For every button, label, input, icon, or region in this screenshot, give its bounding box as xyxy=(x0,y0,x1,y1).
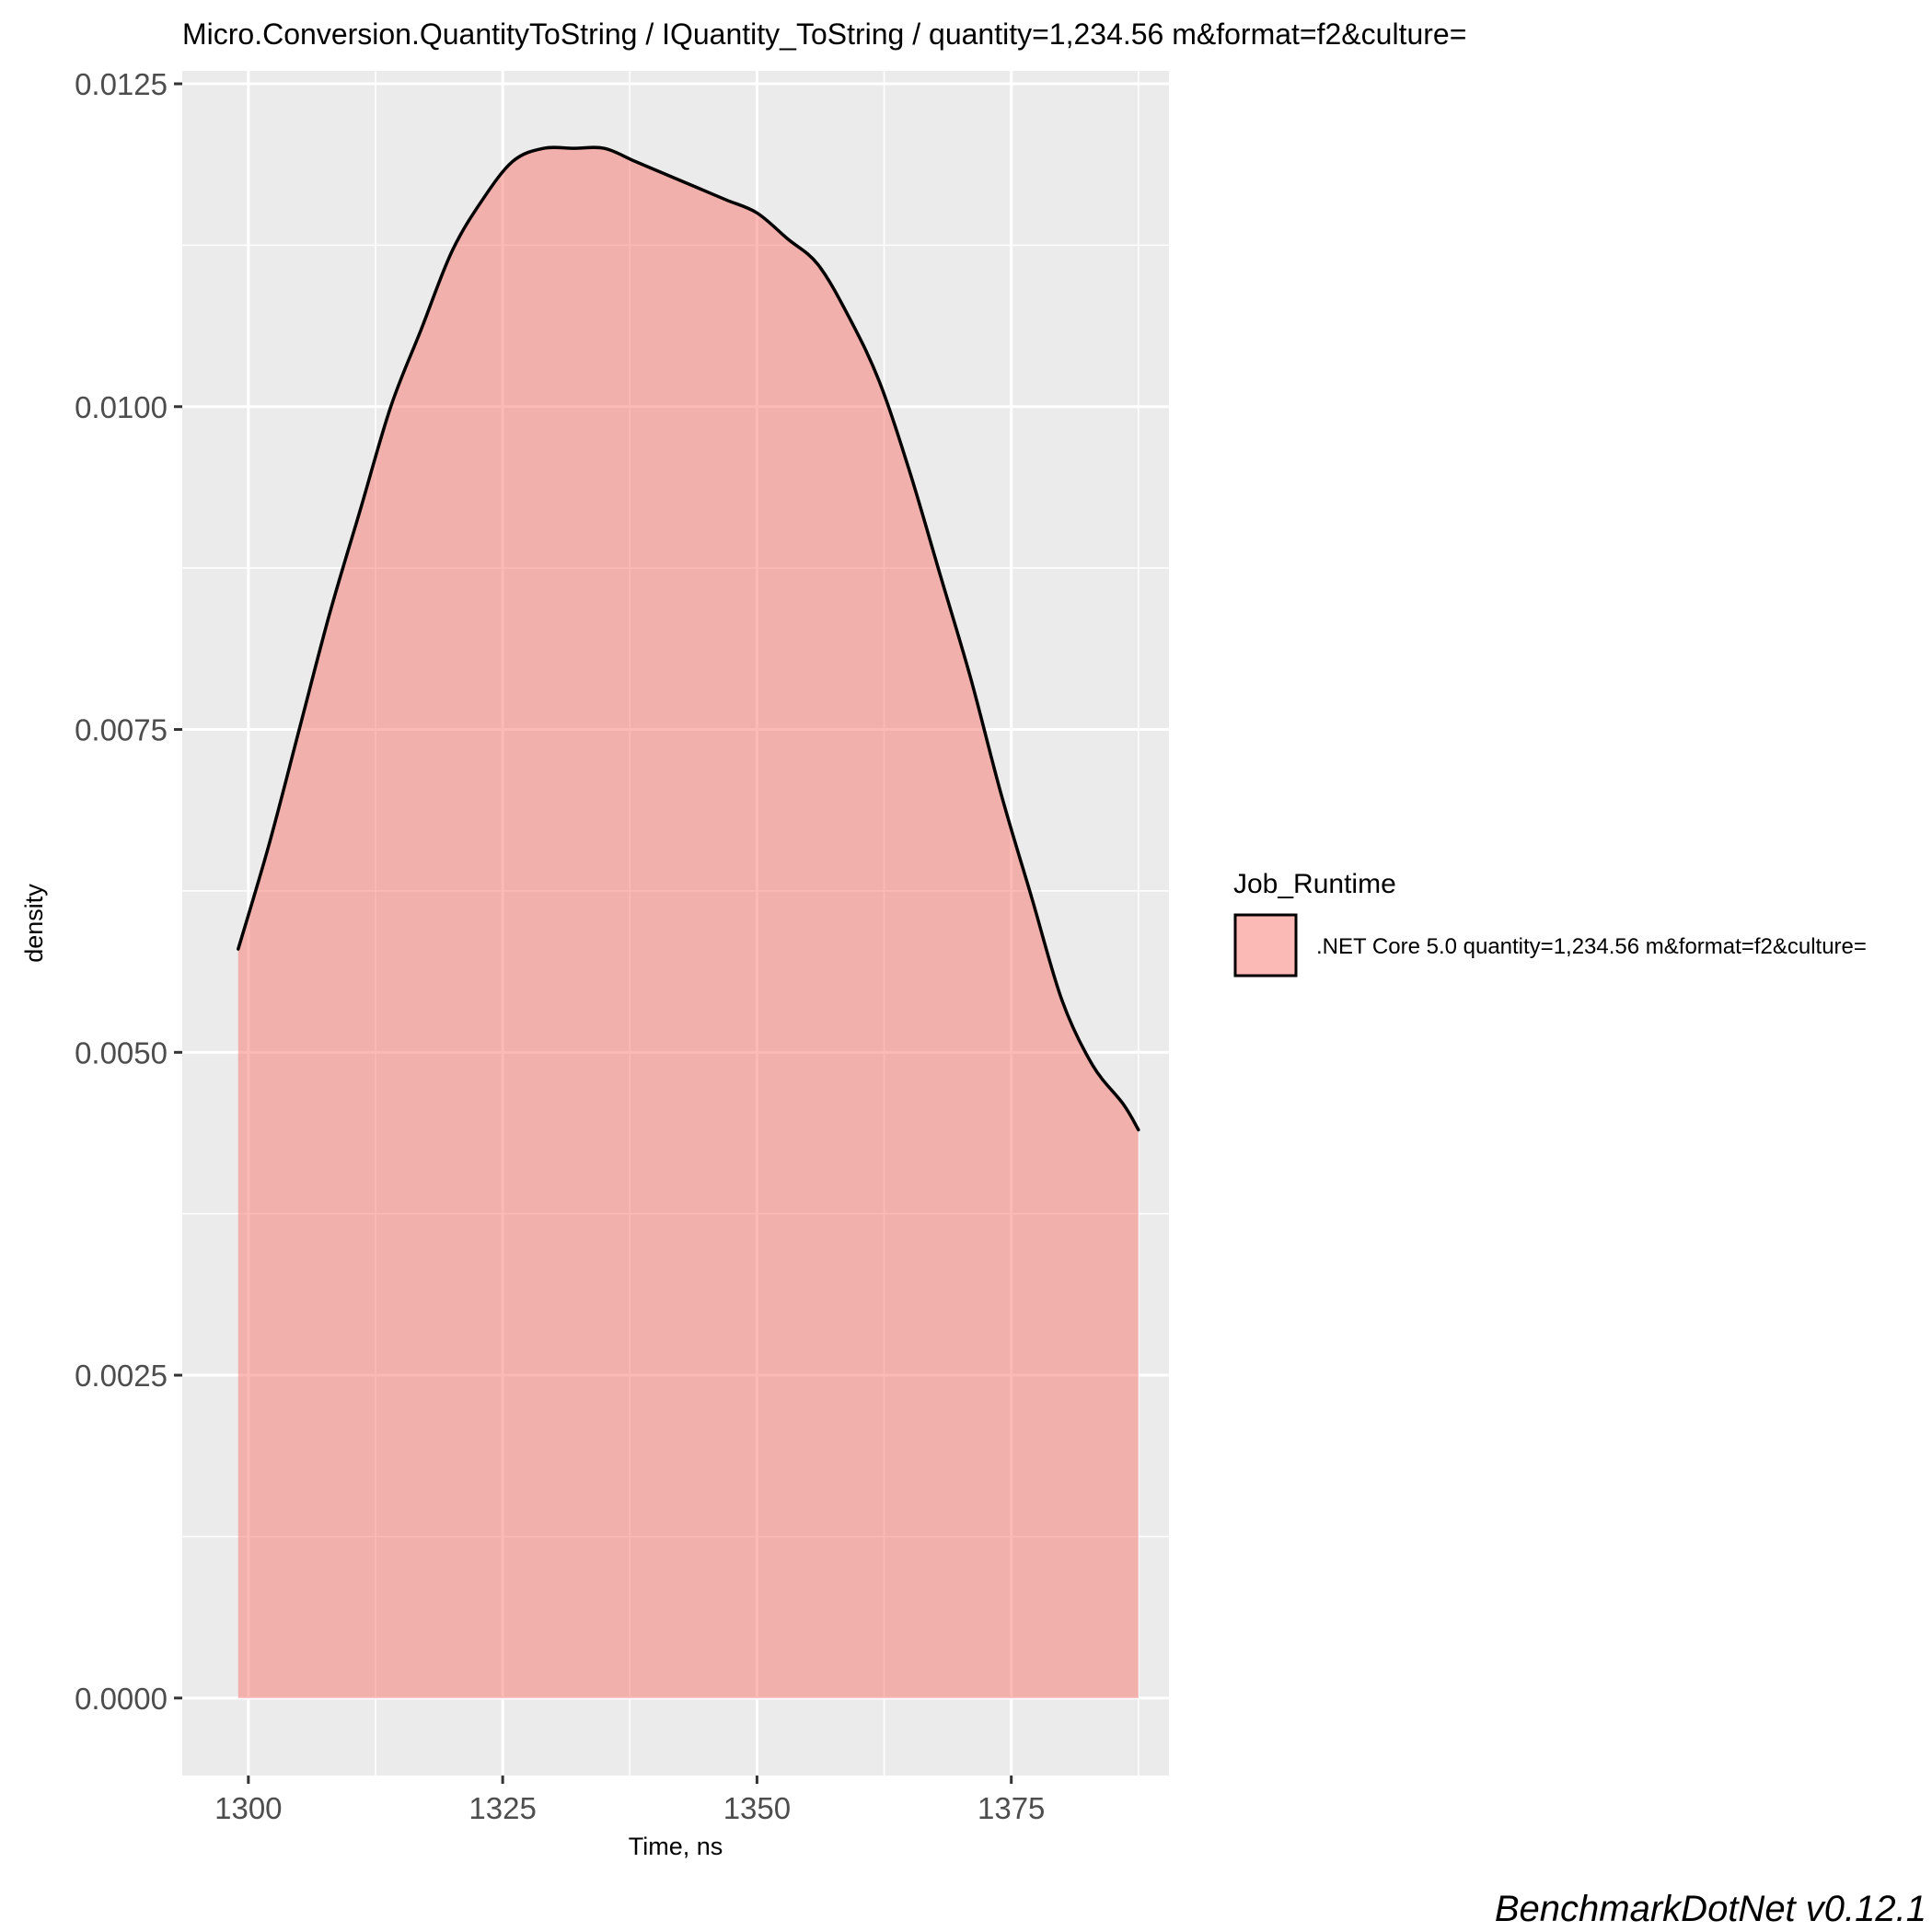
x-tick-label: 1375 xyxy=(978,1791,1045,1825)
legend-key-swatch xyxy=(1233,913,1298,978)
y-axis-title: density xyxy=(20,884,48,963)
x-tick-label: 1300 xyxy=(214,1791,282,1825)
legend-entry-label: .NET Core 5.0 quantity=1,234.56 m&format… xyxy=(1316,934,1867,959)
y-tick-label: 0.0050 xyxy=(75,1035,168,1070)
x-tick-label: 1350 xyxy=(723,1791,791,1825)
density-line-series-0 xyxy=(237,145,1140,1132)
x-axis-title: Time, ns xyxy=(629,1833,723,1860)
y-tick-label: 0.0000 xyxy=(75,1682,168,1716)
y-tick-label: 0.0025 xyxy=(75,1359,168,1393)
x-tick-label: 1325 xyxy=(469,1791,536,1825)
series-layer xyxy=(237,145,1140,1698)
y-tick-label: 0.0100 xyxy=(75,390,168,424)
watermark-text: BenchmarkDotNet v0.12.1 xyxy=(1495,1889,1926,1929)
x-axis: 1300 1325 1350 1375 xyxy=(214,1776,1045,1825)
y-tick-label: 0.0125 xyxy=(75,67,168,101)
y-tick-label: 0.0075 xyxy=(75,713,168,747)
chart-title: Micro.Conversion.QuantityToString / IQua… xyxy=(182,17,1466,51)
legend-title: Job_Runtime xyxy=(1233,869,1396,899)
legend: Job_Runtime .NET Core 5.0 quantity=1,234… xyxy=(1233,869,1867,978)
density-area-series-0 xyxy=(237,147,1139,1698)
y-axis: 0.0000 0.0025 0.0050 0.0075 0.0100 0.0125 xyxy=(75,67,182,1716)
